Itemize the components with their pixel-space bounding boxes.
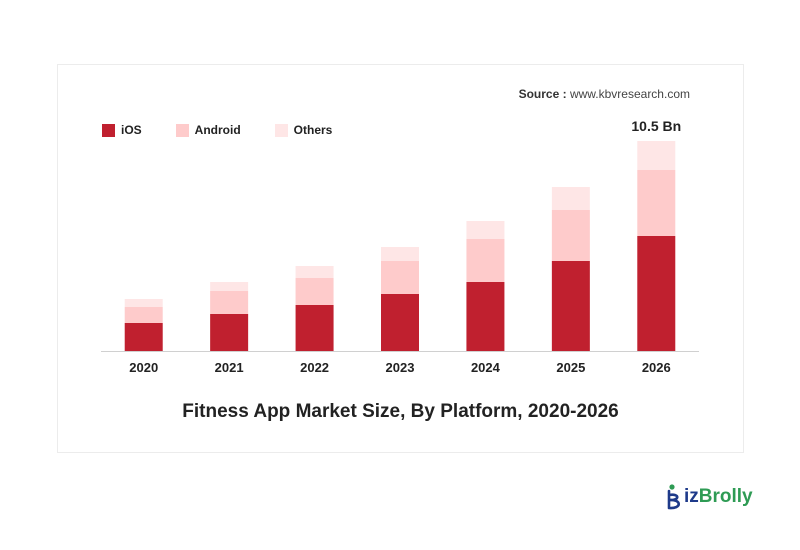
- bar-android-2024: [466, 239, 505, 282]
- x-tick-label-2026: 2026: [642, 360, 671, 375]
- bizbrolly-logo: iz Brolly: [663, 482, 753, 512]
- x-tick-label-2024: 2024: [471, 360, 501, 375]
- source-url: www.kbvresearch.com: [569, 87, 690, 101]
- bar-ios-2021: [210, 314, 249, 351]
- bar-ios-2022: [295, 305, 334, 351]
- chart-legend: iOS Android Others: [102, 123, 366, 137]
- legend-label-ios: iOS: [121, 123, 142, 137]
- x-tick-label-2022: 2022: [300, 360, 329, 375]
- bar-others-2020: [124, 299, 163, 307]
- bar-others-2026: [637, 141, 676, 170]
- bar-others-2022: [295, 266, 334, 278]
- bar-android-2021: [210, 291, 249, 314]
- bar-others-2023: [381, 247, 419, 261]
- bar-android-2023: [381, 261, 419, 294]
- legend-item-others: Others: [274, 123, 333, 137]
- x-tick-label-2020: 2020: [129, 360, 158, 375]
- legend-label-others: Others: [293, 123, 333, 137]
- bar-android-2025: [551, 210, 590, 261]
- bar-others-2021: [210, 282, 249, 291]
- bar-android-2022: [295, 278, 334, 305]
- brand-text-part2: Brolly: [698, 486, 753, 507]
- source-note: Source : www.kbvresearch.com: [519, 87, 690, 101]
- x-tick-label-2021: 2021: [215, 360, 244, 375]
- brand-text-part1: iz: [684, 486, 699, 507]
- bar-ios-2026: [637, 236, 676, 351]
- x-tick-label-2025: 2025: [556, 360, 585, 375]
- bar-ios-2023: [381, 294, 419, 351]
- bar-others-2024: [466, 221, 505, 239]
- legend-item-android: Android: [175, 123, 241, 137]
- bar-ios-2024: [466, 282, 505, 351]
- legend-swatch-android: [175, 123, 189, 137]
- legend-swatch-ios: [102, 123, 115, 137]
- bar-android-2020: [124, 307, 163, 323]
- bar-ios-2020: [124, 323, 163, 351]
- x-tick-label-2023: 2023: [386, 360, 415, 375]
- legend-label-android: Android: [194, 123, 241, 137]
- legend-item-ios: iOS: [102, 123, 142, 137]
- chart-card: Source : www.kbvresearch.com iOS Android…: [57, 64, 744, 453]
- bar-others-2025: [551, 187, 590, 210]
- source-label: Source :: [518, 87, 567, 101]
- chart-title: Fitness App Market Size, By Platform, 20…: [182, 401, 619, 422]
- stacked-bar-chart: 2020 2021 2022 2023 2024 2025 2026 10.5 Bn: [101, 118, 699, 375]
- legend-swatch-others: [274, 123, 288, 137]
- brand-b-icon: [667, 484, 681, 510]
- total-label-2026: 10.5 Bn: [631, 118, 681, 134]
- bar-ios-2025: [551, 261, 590, 351]
- bar-android-2026: [637, 170, 676, 236]
